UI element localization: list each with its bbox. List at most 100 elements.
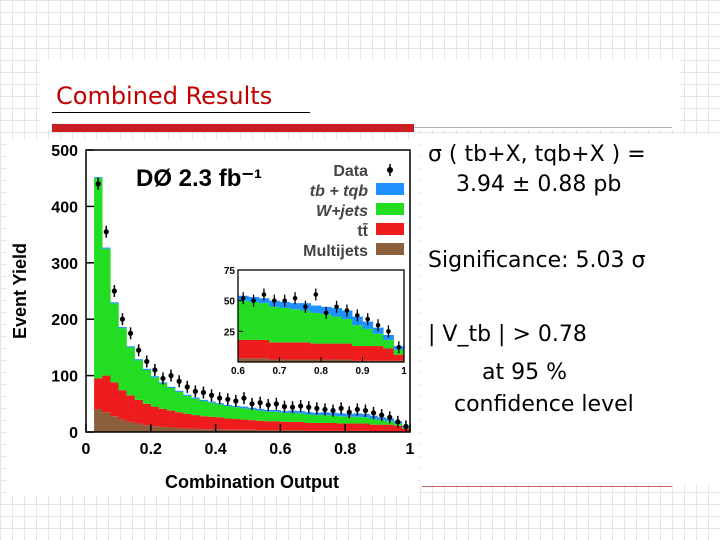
plot-frame: [85, 149, 411, 433]
inset-bar-segment: [289, 303, 301, 310]
inset-bar-segment: [321, 359, 332, 362]
bar-segment: [94, 178, 103, 379]
inset-bar-segment: [269, 359, 280, 362]
data-point: [233, 398, 239, 404]
bar-segment: [191, 415, 200, 429]
inset-bar-segment: [248, 339, 260, 359]
bar-segment: [320, 415, 330, 423]
inset-bar-segment: [269, 342, 280, 360]
data-point: [298, 403, 304, 409]
bar-segment: [207, 429, 216, 432]
inset-data-point: [240, 295, 246, 301]
bar-segment: [264, 411, 273, 422]
y-tick-label: 300: [51, 256, 78, 273]
data-point: [403, 423, 409, 429]
x-tick-label: 0.8: [334, 441, 356, 458]
bar-segment: [223, 429, 233, 432]
data-point: [322, 406, 328, 413]
inset-data-point: [261, 292, 267, 297]
bar-segment: [134, 423, 143, 432]
x-axis-label: Combination Output: [165, 472, 339, 492]
bar-segment: [183, 394, 192, 396]
inset-bar-segment: [310, 343, 322, 360]
bar-segment: [102, 412, 111, 432]
data-point: [160, 375, 166, 382]
y-tick-label: 400: [51, 199, 78, 216]
bar-segment: [102, 375, 111, 413]
x-tick-label: 1: [406, 441, 415, 458]
bar-segment: [353, 423, 362, 431]
data-point: [192, 388, 198, 394]
bar-segment: [272, 421, 281, 431]
inset-bar-segment: [321, 314, 332, 344]
bar-segment: [369, 424, 378, 432]
inset-data-point: [323, 310, 329, 316]
bar-segment: [134, 359, 143, 361]
data-point: [208, 392, 215, 398]
bar-segment: [256, 420, 265, 431]
bar-segment: [304, 414, 314, 423]
inset-bar-segment: [258, 303, 270, 340]
data-point: [176, 378, 182, 384]
data-point: [306, 404, 312, 410]
bar-segment: [280, 430, 289, 432]
x-tick-label: 0.2: [140, 441, 162, 458]
bar-segment: [345, 423, 354, 431]
bar-segment: [280, 412, 289, 422]
bar-segment: [175, 391, 184, 413]
bar-segment: [175, 390, 184, 392]
bar-segment: [142, 369, 152, 404]
bar-segment: [167, 386, 176, 389]
inset-bar-segment: [362, 328, 374, 347]
data-point: [184, 384, 190, 390]
inset-bar-segment: [248, 301, 260, 340]
bar-segment: [239, 408, 249, 420]
inset-bar-segment: [289, 309, 301, 343]
inset-data-point: [251, 298, 256, 303]
bar-segment: [361, 417, 370, 424]
bar-segment: [142, 403, 152, 426]
inset-bar-segment: [321, 343, 332, 360]
bar-segment: [158, 408, 168, 427]
bar-segment: [110, 302, 119, 304]
inset-bar-segment: [258, 339, 270, 359]
bar-segment: [353, 416, 362, 424]
inset-bar-segment: [300, 310, 311, 343]
bar-segment: [94, 177, 103, 179]
bar-segment: [393, 425, 403, 432]
inset-bar-segment: [238, 358, 249, 362]
inset-bar-segment: [310, 305, 322, 313]
bar-segment: [199, 400, 208, 417]
bar-segment: [150, 406, 160, 427]
bar-segment: [272, 430, 281, 432]
data-point: [354, 406, 360, 413]
bar-segment: [215, 404, 224, 418]
data-point: [103, 229, 109, 235]
inset-bar-segment: [279, 359, 291, 362]
inset-x-tick-label: 0.7: [273, 366, 287, 377]
data-point: [136, 347, 142, 353]
data-point: [289, 404, 296, 410]
y-tick-label: 100: [51, 369, 78, 386]
confidence-level-label: confidence level: [454, 392, 634, 417]
bar-segment: [158, 426, 168, 432]
bar-segment: [223, 418, 233, 430]
bar-segment: [126, 347, 135, 396]
inset-data-point: [282, 298, 287, 303]
bar-segment: [288, 421, 297, 431]
data-point: [346, 409, 352, 415]
x-tick-label: 0: [82, 441, 91, 458]
bar-segment: [175, 412, 184, 429]
bar-segment: [94, 409, 103, 432]
inset-bar-segment: [331, 359, 343, 362]
inset-bar-segment: [269, 306, 280, 343]
bar-segment: [207, 416, 216, 430]
bar-segment: [337, 416, 346, 424]
data-point: [152, 367, 158, 373]
bar-segment: [256, 408, 265, 411]
inset-data-point: [365, 316, 370, 322]
inset-bar-segment: [383, 339, 394, 349]
bar-segment: [256, 410, 265, 421]
divider-rule: [414, 127, 672, 128]
inset-bar-segment: [289, 359, 301, 362]
